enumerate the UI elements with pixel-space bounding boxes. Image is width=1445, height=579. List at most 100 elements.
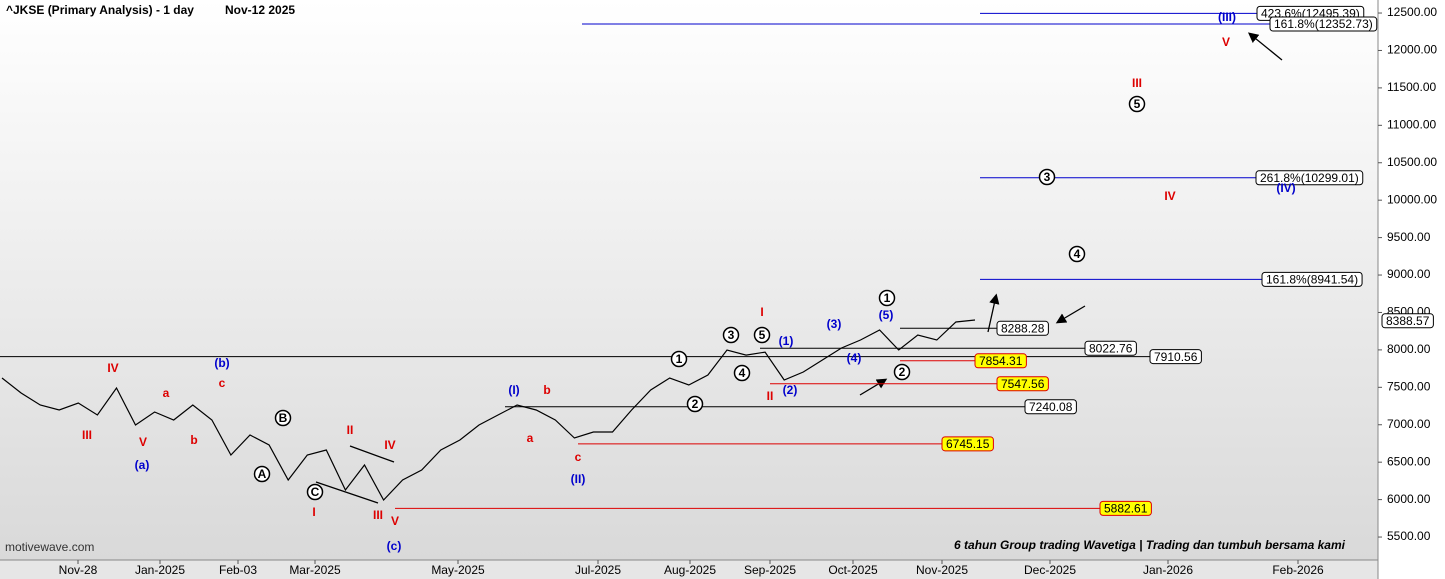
- x-tick-label: Nov-28: [59, 563, 98, 577]
- x-tick-label: Feb-03: [219, 563, 257, 577]
- wave-label: c: [219, 376, 226, 390]
- level-label-box: [996, 376, 1049, 392]
- arrows: [315, 32, 1283, 504]
- wave-label: III: [373, 508, 383, 522]
- y-tick-label: 12000.00: [1387, 43, 1437, 57]
- wave-circle: [893, 363, 911, 381]
- wave-label: (1): [779, 334, 794, 348]
- wave-label: B: [279, 411, 288, 425]
- y-tick-label: 10500.00: [1387, 155, 1437, 169]
- wave-label: a: [163, 386, 170, 400]
- level-label: 7854.31: [974, 353, 1027, 369]
- level-label-text: 7910.56: [1154, 350, 1198, 364]
- level-label: 7547.56: [996, 376, 1049, 392]
- time-axis-background: [0, 560, 1378, 579]
- wave-circle: [274, 409, 292, 427]
- level-label-text: 7240.08: [1029, 400, 1073, 414]
- level-label-box: [996, 320, 1049, 336]
- wave-label: 2: [899, 365, 906, 379]
- wave-label: (I): [508, 383, 519, 397]
- wave-label: III: [1132, 76, 1142, 90]
- x-tick-label: Feb-2026: [1272, 563, 1324, 577]
- wave-label: 5: [1134, 97, 1141, 111]
- level-label-text: 7547.56: [1001, 377, 1045, 391]
- wave-label: (4): [847, 351, 862, 365]
- level-label-text: 161.8%(12352.73): [1274, 17, 1373, 31]
- level-label: 6745.15: [941, 436, 994, 452]
- x-tick-label: Jan-2026: [1143, 563, 1193, 577]
- wave-label: V: [391, 514, 399, 528]
- wave-label: b: [543, 383, 550, 397]
- wave-label: (a): [135, 458, 150, 472]
- wave-label: 5: [759, 328, 766, 342]
- wave-circle: [686, 395, 704, 413]
- level-label-box: [1149, 349, 1202, 365]
- last-price: 8388.57: [1381, 313, 1434, 329]
- chart-title: ^JKSE (Primary Analysis) - 1 day: [6, 3, 194, 17]
- arrow: [1247, 32, 1283, 61]
- level-label-text: 7854.31: [979, 354, 1023, 368]
- level-label-box: [1084, 340, 1137, 356]
- wave-label: IV: [384, 438, 395, 452]
- arrow: [859, 378, 888, 396]
- level-label-box: [1255, 170, 1364, 186]
- wave-circle: [733, 364, 751, 382]
- level-label-box: [1261, 271, 1363, 287]
- wave-label: (c): [387, 539, 402, 553]
- y-tick-label: 9500.00: [1387, 230, 1431, 244]
- level-label-box: [941, 436, 994, 452]
- wave-circle: [878, 289, 896, 307]
- wave-label: I: [760, 305, 763, 319]
- wave-label: (IV): [1276, 181, 1295, 195]
- level-label-text: 8288.28: [1001, 321, 1045, 335]
- wave-label: (II): [571, 472, 586, 486]
- level-label-box: [1269, 16, 1378, 32]
- wave-label: IV: [107, 361, 118, 375]
- y-tick-label: 11000.00: [1387, 117, 1436, 131]
- level-label: 161.8%(12352.73): [1269, 16, 1378, 32]
- wave-label: (2): [783, 383, 798, 397]
- level-label: 261.8%(10299.01): [1255, 170, 1364, 186]
- x-tick-label: Oct-2025: [828, 563, 878, 577]
- wave-label: c: [575, 450, 582, 464]
- footer: 6 tahun Group trading Wavetiga | Trading…: [954, 538, 1346, 552]
- y-tick-label: 11500.00: [1387, 80, 1436, 94]
- wave-label: (3): [827, 317, 842, 331]
- level-label-box: [974, 353, 1027, 369]
- last-price-label: 8388.57: [1386, 314, 1430, 328]
- wave-circle: [1068, 245, 1086, 263]
- x-tick-label: Aug-2025: [664, 563, 716, 577]
- level-label: 8288.28: [996, 320, 1049, 336]
- wave-label: b: [190, 433, 197, 447]
- wave-label: 1: [884, 291, 891, 305]
- wave-circle: [753, 326, 771, 344]
- wave-label: 3: [728, 328, 735, 342]
- wave-label: (III): [1218, 10, 1236, 24]
- wave-label: I: [312, 505, 315, 519]
- price-line: [1, 319, 976, 502]
- y-tick-label: 7000.00: [1387, 417, 1431, 431]
- y-tick-label: 5500.00: [1387, 529, 1431, 543]
- arrow: [987, 293, 1000, 333]
- x-tick-label: Sep-2025: [744, 563, 796, 577]
- level-label: 8022.76: [1084, 340, 1137, 356]
- wave-label: II: [347, 423, 354, 437]
- wave-label: II: [767, 389, 774, 403]
- channel-line: [349, 445, 395, 463]
- wave-label: IV: [1164, 189, 1175, 203]
- wave-label: III: [82, 428, 92, 442]
- wave-label: 3: [1044, 170, 1051, 184]
- level-label-text: 8022.76: [1089, 341, 1133, 355]
- wave-label: A: [258, 467, 267, 481]
- wave-label: V: [1222, 35, 1230, 49]
- wave-label: 1: [676, 352, 683, 366]
- level-label: 5882.61: [1099, 500, 1152, 516]
- watermark: motivewave.com: [5, 540, 94, 554]
- wave-label: C: [311, 485, 320, 499]
- arrow: [1055, 305, 1086, 324]
- wave-circle: [722, 326, 740, 344]
- y-tick-label: 9000.00: [1387, 267, 1431, 281]
- x-tick-label: May-2025: [431, 563, 485, 577]
